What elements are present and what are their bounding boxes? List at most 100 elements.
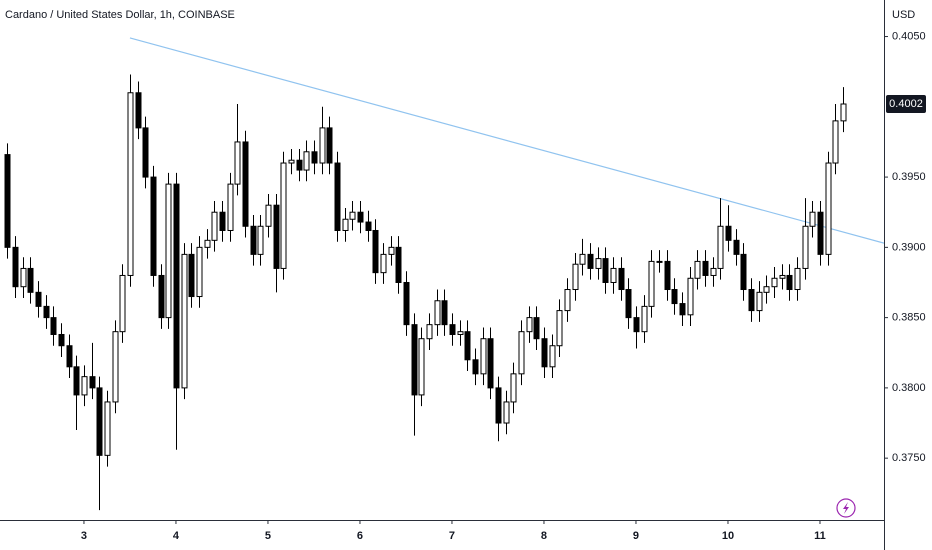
candle-body [740,253,747,291]
candle-body [73,366,80,396]
candle-body [763,286,770,293]
y-tick-label: 0.3850 [892,312,926,324]
candle-body [679,303,686,316]
x-tick-label: 6 [357,530,363,542]
candle-body [710,267,717,276]
candle-body [449,324,456,335]
candle-body [503,401,510,424]
candle-body [564,289,571,312]
candle-body [771,277,778,288]
candle-body [641,305,648,333]
candle-body [50,317,57,335]
candle-body [303,151,310,171]
candle-body [365,221,372,231]
y-tick-label: 0.4050 [892,30,926,42]
candle-body [89,376,96,389]
candle-body [4,154,11,248]
candle-body [748,289,755,312]
candle-body [119,274,126,333]
candle-body [96,387,103,456]
candle-body [35,291,42,307]
x-tick-label: 11 [814,530,826,542]
candle-body [694,260,701,279]
candle-body [702,260,709,276]
candle-body [656,260,663,263]
candle-body [411,324,418,396]
candle-body [158,274,165,319]
x-tick-label: 5 [265,530,271,542]
x-tick-label: 8 [541,530,547,542]
candle-body [334,162,341,231]
candle-body [434,300,441,326]
y-tick-label: 0.3950 [892,171,926,183]
candle-body [27,267,34,293]
candle-body [288,159,295,164]
last-price-box [886,95,926,113]
candle-body [319,127,326,164]
candle-body [20,267,27,288]
lightning-icon[interactable] [836,498,856,518]
candle-body [196,246,203,298]
candle-body [211,211,218,241]
candle-body [204,239,211,248]
candle-body [280,162,287,269]
candle-body [12,246,19,288]
candle-body [265,204,272,227]
candle-body [625,289,632,319]
chart-title: Cardano / United States Dollar, 1h, COIN… [5,9,235,21]
candle-body [181,253,188,389]
candle-body [112,331,119,403]
candle-body [418,338,425,396]
candle-body [618,267,625,291]
y-tick-label: 0.3900 [892,241,926,253]
candle-body [165,183,172,319]
last-price-label: 0.4002 [889,98,923,110]
candle-body [150,176,157,276]
candle-body [66,345,73,368]
candle-body [242,141,249,227]
candle-body [472,359,479,375]
candle-body [526,317,533,333]
candle-body [595,258,602,269]
candle-body [779,274,786,279]
candle-body [687,277,694,316]
candle-body [173,183,180,389]
candle-body [487,338,494,389]
x-tick-label: 7 [449,530,455,542]
y-tick-label: 0.3800 [892,382,926,394]
candle-body [840,103,847,122]
candle-body [495,387,502,424]
candle-body [648,260,655,307]
candle-body [142,127,149,178]
candle-body [43,305,50,319]
candle-body [802,225,809,269]
candle-body [664,260,671,291]
candle-body [579,253,586,265]
candle-body [825,162,832,255]
candle-body [725,225,732,241]
candle-body [633,317,640,333]
candle-body [480,338,487,375]
candle-body [587,253,594,269]
candle-body [296,159,303,171]
candle-body [135,92,142,129]
candle-body [342,218,349,231]
candle-body [717,225,724,269]
y-tick-label: 0.3750 [892,452,926,464]
candle-body [273,204,280,269]
candle-body [457,331,464,335]
candle-body [671,289,678,305]
candle-body [541,338,548,368]
candle-body [403,281,410,326]
candle-body [395,246,402,283]
candle-body [227,183,234,231]
candle-body [104,401,111,456]
candle-body [817,211,824,255]
candle-body [188,253,195,298]
candle-body [441,300,448,326]
candle-body [127,92,134,276]
x-tick-label: 3 [81,530,87,542]
candle-body [572,263,579,291]
x-tick-label: 4 [173,530,180,542]
